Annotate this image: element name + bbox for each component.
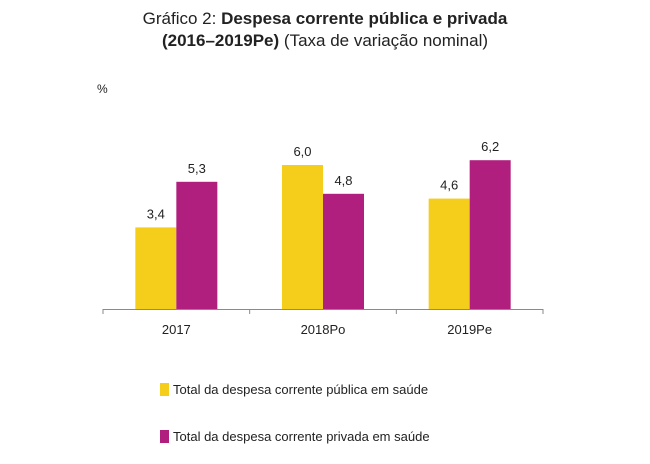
- data-label-2019Pe-series-1: 6,2: [481, 139, 499, 154]
- bar-2017-series-0: [135, 227, 176, 309]
- bar-2019Pe-series-1: [470, 160, 511, 309]
- data-label-2018Po-series-0: 6,0: [293, 144, 311, 159]
- legend-item-publica: Total da despesa corrente pública em saú…: [160, 382, 428, 397]
- data-label-2019Pe-series-0: 4,6: [440, 178, 458, 193]
- legend-label-privada: Total da despesa corrente privada em saú…: [173, 429, 430, 444]
- x-tick-label-2018Po: 2018Po: [301, 322, 346, 337]
- x-tick-label-2017: 2017: [162, 322, 191, 337]
- bar-2019Pe-series-0: [429, 199, 470, 309]
- bar-2018Po-series-1: [323, 194, 364, 309]
- legend-swatch-publica: [160, 383, 169, 396]
- bar-2018Po-series-0: [282, 165, 323, 309]
- legend-item-privada: Total da despesa corrente privada em saú…: [160, 429, 430, 444]
- data-label-2017-series-1: 5,3: [188, 161, 206, 176]
- y-axis-unit-label: %: [97, 82, 108, 96]
- bar-2017-series-1: [176, 182, 217, 309]
- data-label-2017-series-0: 3,4: [147, 206, 165, 221]
- x-tick-label-2019Pe: 2019Pe: [447, 322, 492, 337]
- legend-swatch-privada: [160, 430, 169, 443]
- legend-label-publica: Total da despesa corrente pública em saú…: [173, 382, 428, 397]
- data-label-2018Po-series-1: 4,8: [334, 173, 352, 188]
